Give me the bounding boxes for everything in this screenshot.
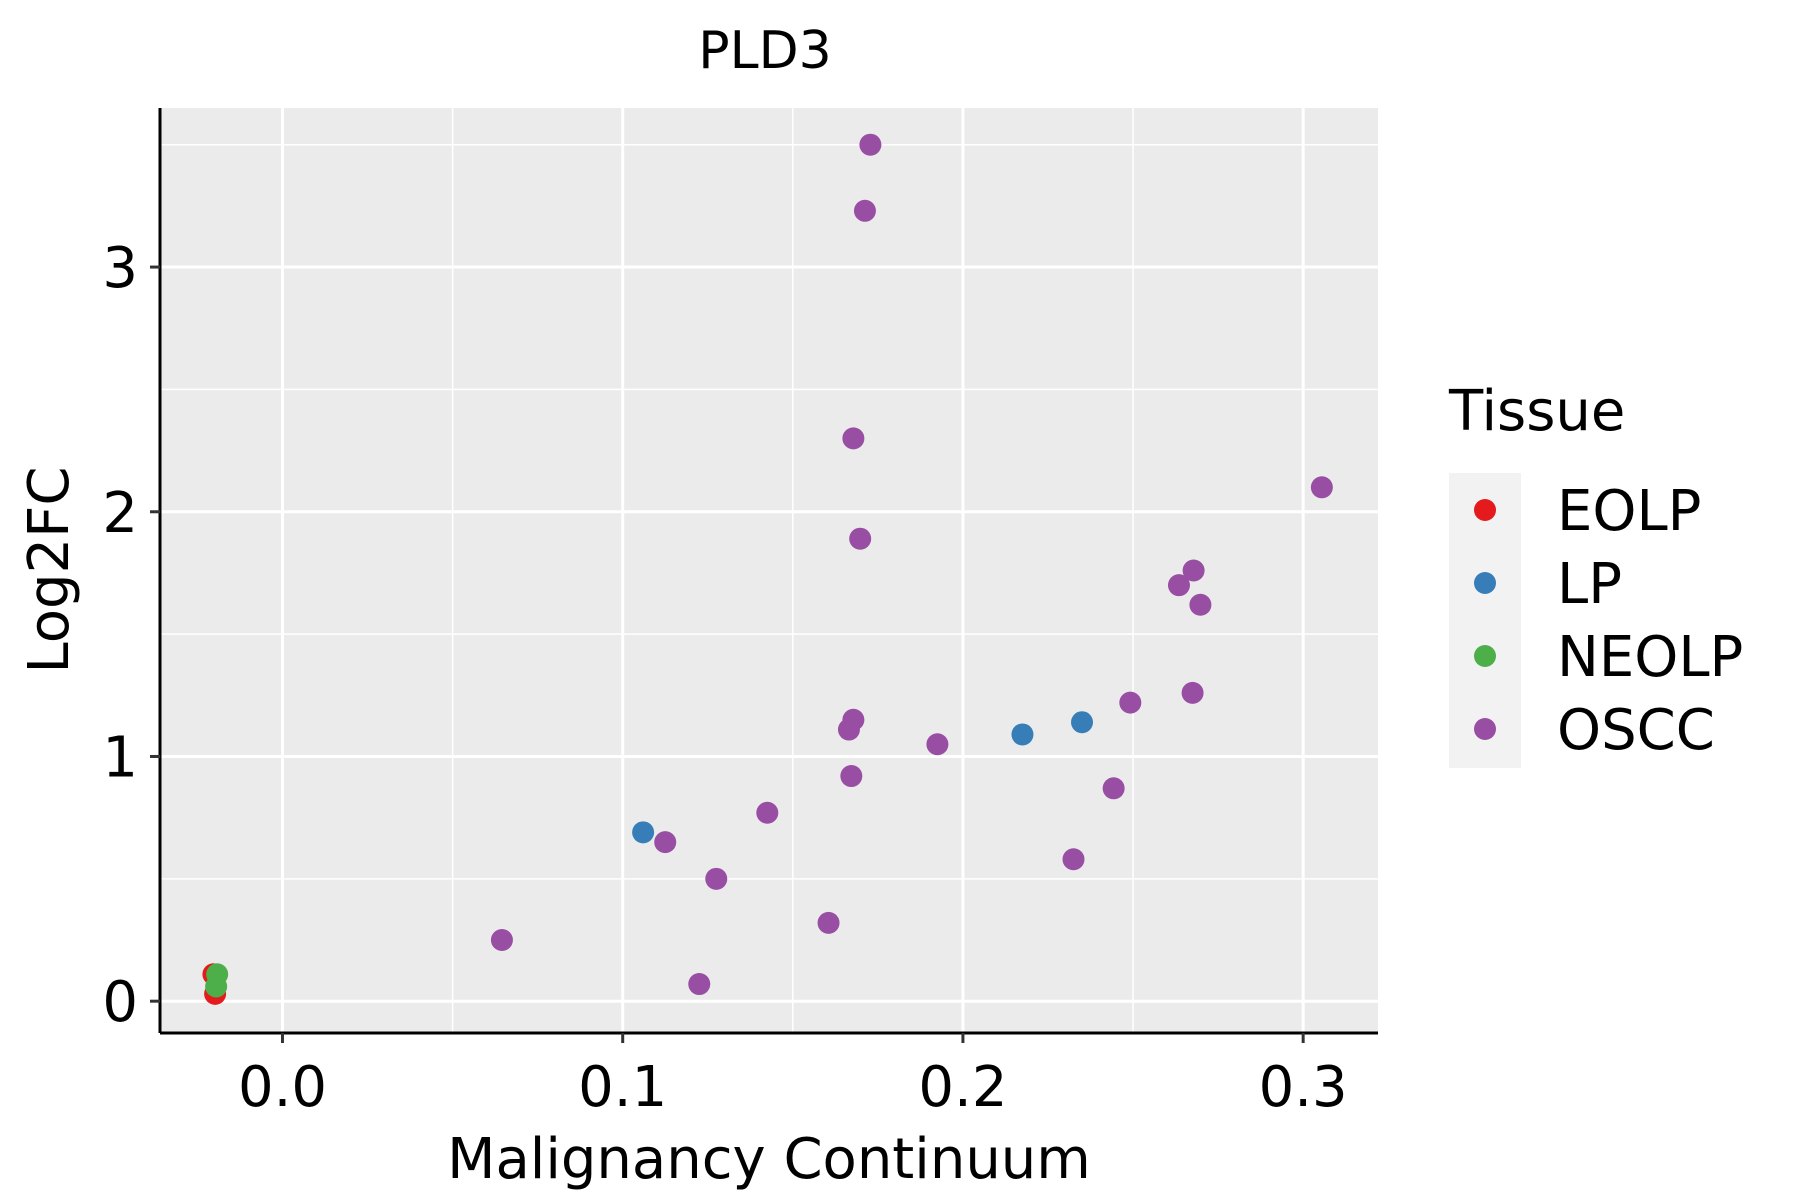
chart-title: PLD3 [698, 21, 831, 81]
legend-title: Tissue [1448, 379, 1625, 444]
point-oscc [853, 199, 876, 222]
point-oscc [705, 867, 728, 890]
point-oscc [1182, 559, 1205, 582]
point-oscc [1310, 476, 1333, 499]
point-oscc [756, 801, 779, 824]
x-tick-label: 0.3 [1259, 1055, 1348, 1120]
point-oscc [842, 427, 865, 450]
point-oscc [926, 733, 949, 756]
point-oscc [1181, 681, 1204, 704]
point-lp [1011, 723, 1034, 746]
legend-label-eolp: EOLP [1557, 479, 1701, 544]
legend: Tissue EOLP LP NEOLP OSCC [1448, 379, 1743, 768]
point-neolp [205, 975, 228, 998]
y-axis-label: Log2FC [17, 467, 82, 674]
point-oscc [1189, 593, 1212, 616]
y-tick-label: 0 [102, 970, 138, 1035]
x-tick-label: 0.0 [238, 1055, 327, 1120]
point-oscc [859, 133, 882, 156]
legend-key-oscc [1474, 718, 1496, 740]
x-tick-label: 0.1 [578, 1055, 667, 1120]
grid-lines [160, 108, 1378, 1033]
y-tick-label: 2 [102, 481, 138, 546]
point-oscc [842, 708, 865, 731]
legend-key-lp [1474, 572, 1496, 594]
point-oscc [490, 929, 513, 952]
data-points [202, 133, 1333, 1005]
legend-label-oscc: OSCC [1557, 698, 1715, 763]
legend-key-neolp [1474, 645, 1496, 667]
point-oscc [654, 831, 677, 854]
point-oscc [1062, 848, 1085, 871]
y-tick-label: 3 [102, 236, 138, 301]
legend-label-neolp: NEOLP [1557, 625, 1743, 690]
point-oscc [817, 911, 840, 934]
point-lp [632, 821, 655, 844]
x-tick-label: 0.2 [918, 1055, 1007, 1120]
point-oscc [840, 765, 863, 788]
x-axis-label: Malignancy Continuum [447, 1127, 1091, 1192]
point-oscc [688, 973, 711, 996]
point-oscc [1119, 691, 1142, 714]
point-oscc [1102, 777, 1125, 800]
legend-key-eolp [1474, 499, 1496, 521]
y-axis-ticks: 0 1 2 3 [102, 236, 160, 1035]
legend-label-lp: LP [1557, 552, 1622, 617]
y-tick-label: 1 [102, 725, 138, 790]
x-axis-ticks: 0.0 0.1 0.2 0.3 [238, 1033, 1348, 1120]
point-oscc [1167, 574, 1190, 597]
point-oscc [849, 527, 872, 550]
point-lp [1071, 711, 1094, 734]
